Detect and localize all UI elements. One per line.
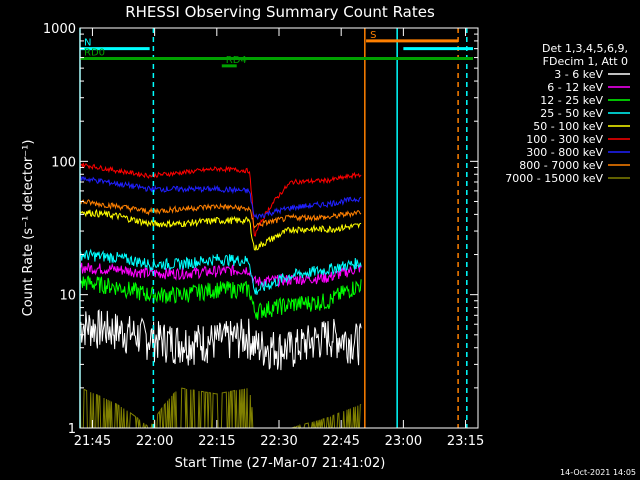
legend-header-1: FDecim 1, Att 0 bbox=[543, 55, 628, 68]
series-line-6 bbox=[79, 175, 362, 220]
timestamp: 14-Oct-2021 14:05 bbox=[560, 468, 636, 477]
series-line-8 bbox=[79, 387, 362, 430]
y-tick-label-3: 1000 bbox=[43, 22, 76, 37]
series-line-7 bbox=[79, 199, 362, 229]
y-axis: 1 10 100 1000 bbox=[43, 22, 478, 437]
y-axis-label: Count Rate (s⁻¹ detector⁻¹) bbox=[21, 140, 36, 317]
series-line-5 bbox=[79, 162, 362, 237]
series-line-1 bbox=[79, 262, 362, 288]
legend-label-5: 100 - 300 keV bbox=[526, 133, 603, 146]
annotation-label-0: N bbox=[84, 38, 91, 49]
y-tick-label-0: 1 bbox=[68, 422, 76, 437]
series-line-3 bbox=[79, 248, 362, 295]
series-line-0 bbox=[79, 309, 362, 371]
legend: Det 1,3,4,5,6,9,FDecim 1, Att 03 - 6 keV… bbox=[505, 42, 630, 185]
y-tick-label-1: 10 bbox=[59, 289, 76, 304]
legend-label-8: 7000 - 15000 keV bbox=[505, 172, 603, 185]
chart-title: RHESSI Observing Summary Count Rates bbox=[125, 3, 435, 21]
legend-label-1: 6 - 12 keV bbox=[547, 81, 603, 94]
x-axis-label: Start Time (27-Mar-07 21:41:02) bbox=[175, 456, 386, 471]
x-tick-label-1: 22:00 bbox=[136, 434, 173, 449]
annotation-label-2: RD4 bbox=[226, 55, 247, 66]
annotation-label-3: S bbox=[370, 30, 376, 41]
plot-frame bbox=[79, 27, 479, 429]
legend-label-2: 12 - 25 keV bbox=[540, 94, 603, 107]
x-tick-label-4: 22:45 bbox=[322, 434, 359, 449]
legend-label-6: 300 - 800 keV bbox=[526, 146, 603, 159]
x-tick-label-2: 22:15 bbox=[198, 434, 235, 449]
legend-label-3: 25 - 50 keV bbox=[540, 107, 603, 120]
x-tick-label-3: 22:30 bbox=[260, 434, 297, 449]
legend-header-0: Det 1,3,4,5,6,9, bbox=[542, 42, 628, 55]
legend-label-0: 3 - 6 keV bbox=[554, 68, 603, 81]
series-line-4 bbox=[79, 208, 362, 251]
y-tick-label-2: 100 bbox=[51, 155, 76, 170]
legend-label-7: 800 - 7000 keV bbox=[519, 159, 603, 172]
legend-label-4: 50 - 100 keV bbox=[533, 120, 603, 133]
x-tick-label-0: 21:45 bbox=[74, 434, 111, 449]
x-tick-label-5: 23:00 bbox=[385, 434, 422, 449]
annotation-label-1: RD0 bbox=[84, 48, 105, 59]
x-axis: 21:45 22:00 22:15 22:30 22:45 23:00 23:15 bbox=[74, 28, 484, 449]
series-line-2 bbox=[79, 275, 362, 320]
x-tick-label-6: 23:15 bbox=[447, 434, 484, 449]
